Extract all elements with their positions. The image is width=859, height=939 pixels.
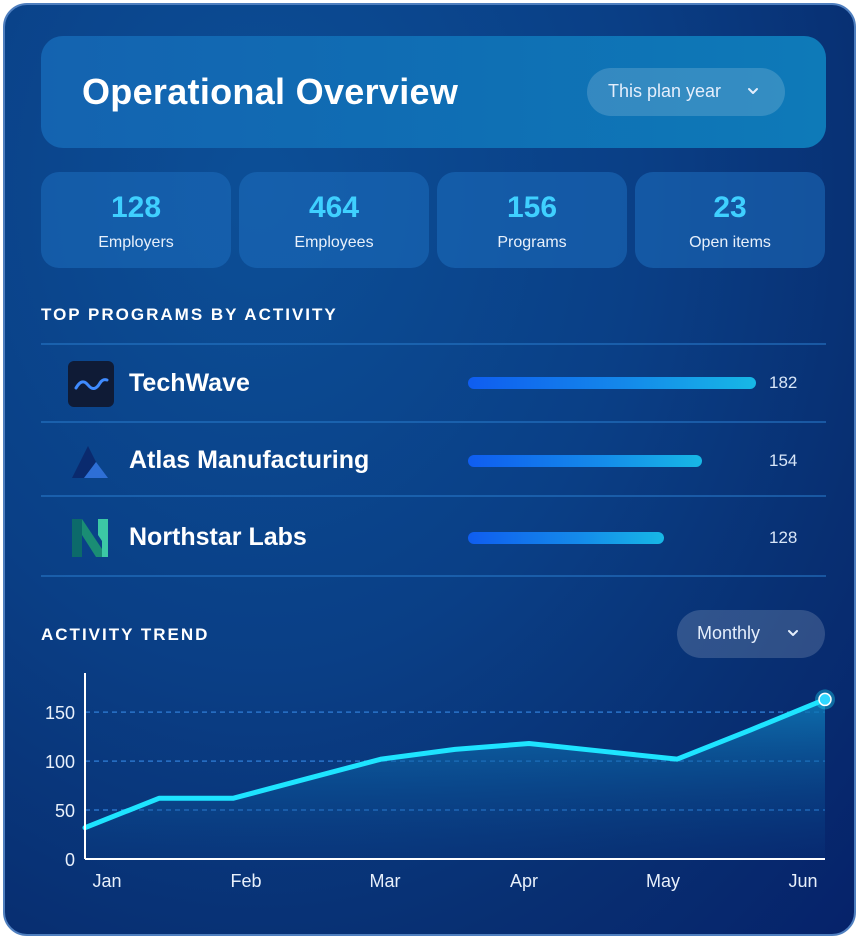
divider	[41, 495, 826, 497]
data-point	[602, 750, 604, 752]
x-tick-label: Mar	[370, 871, 401, 891]
x-tick-label: Jan	[92, 871, 121, 891]
plan-period-label: This plan year	[608, 81, 722, 101]
stat-label: Open items	[689, 234, 771, 251]
y-tick-label: 100	[45, 752, 75, 772]
stat-employers[interactable]: 128 Employers	[41, 172, 231, 268]
activity-bar	[468, 455, 702, 467]
stat-value: 23	[713, 191, 747, 224]
activity-value: 182	[769, 373, 798, 392]
chevron-down-icon	[788, 630, 798, 636]
program-name: TechWave	[129, 369, 250, 397]
divider	[41, 343, 826, 345]
stat-open-items[interactable]: 23 Open items	[635, 172, 825, 268]
stat-programs[interactable]: 156 Programs	[437, 172, 627, 268]
y-tick-label: 150	[45, 703, 75, 723]
activity-bar	[468, 377, 756, 389]
x-tick-label: Apr	[510, 871, 538, 891]
operational-overview-card: Operational Overview This plan year 128 …	[3, 3, 856, 936]
data-point	[306, 778, 308, 780]
techwave-logo-icon	[68, 361, 114, 407]
data-point	[676, 758, 678, 760]
trend-interval-label: Monthly	[697, 623, 761, 643]
stat-label: Employers	[98, 234, 174, 251]
trend-interval-dropdown[interactable]: Monthly	[677, 610, 825, 658]
page-title: Operational Overview	[82, 71, 459, 112]
x-tick-label: Feb	[230, 871, 261, 891]
trend-area	[85, 699, 825, 859]
stat-label: Programs	[497, 234, 567, 251]
x-tick-label: Jun	[788, 871, 817, 891]
x-tick-label: May	[646, 871, 680, 891]
divider	[41, 575, 826, 577]
programs-section-title: TOP PROGRAMS BY ACTIVITY	[41, 305, 338, 324]
chevron-down-icon	[748, 88, 758, 94]
activity-value: 154	[769, 451, 798, 470]
program-name: Atlas Manufacturing	[129, 446, 370, 474]
data-point	[454, 748, 456, 750]
stat-value: 156	[506, 191, 558, 224]
trend-section-title: ACTIVITY TREND	[41, 625, 210, 644]
northstar-logo-icon	[72, 519, 108, 557]
data-point	[528, 742, 530, 744]
stat-label: Employees	[294, 234, 374, 251]
stat-value: 128	[110, 191, 162, 224]
program-name: Northstar Labs	[129, 523, 307, 551]
activity-trend-chart: 0 50 100 150 Jan Feb Mar Apr May Jun	[45, 673, 835, 891]
data-point	[750, 729, 752, 731]
header-panel: Operational Overview This plan year	[41, 36, 826, 148]
atlas-logo-icon	[72, 446, 108, 478]
activity-bar	[468, 532, 664, 544]
plan-period-dropdown[interactable]: This plan year	[587, 68, 785, 116]
endpoint-marker	[818, 692, 832, 707]
y-tick-label: 0	[65, 850, 75, 870]
data-point	[380, 758, 382, 760]
divider	[41, 421, 826, 423]
y-tick-label: 50	[55, 801, 75, 821]
data-point	[158, 797, 160, 799]
stat-employees[interactable]: 464 Employees	[239, 172, 429, 268]
stat-value: 464	[308, 191, 360, 224]
data-point	[232, 797, 234, 799]
activity-value: 128	[769, 528, 798, 547]
